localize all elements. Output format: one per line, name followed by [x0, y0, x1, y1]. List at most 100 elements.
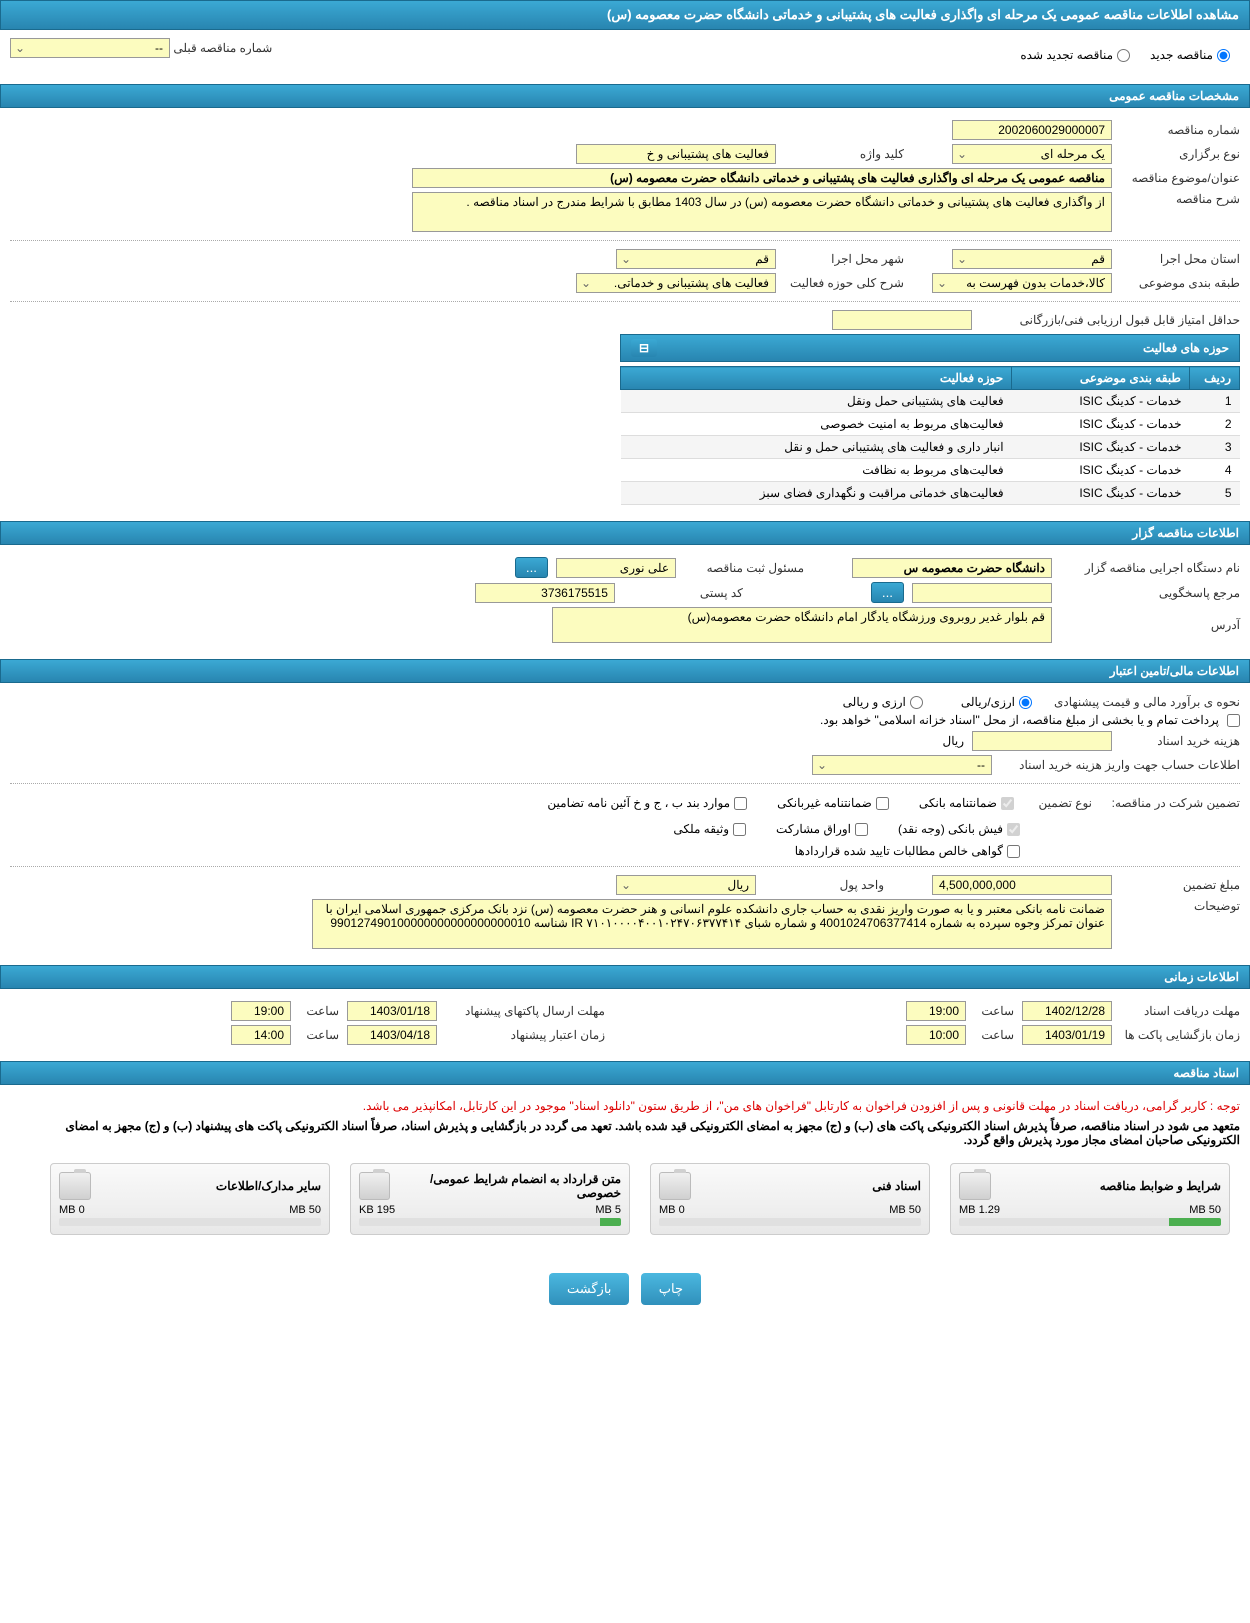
time-label-1: ساعت [974, 1004, 1014, 1018]
address-label: آدرس [1060, 618, 1240, 632]
open-time-label: زمان بازگشایی پاکت ها [1120, 1028, 1240, 1042]
cb-clauses[interactable] [734, 797, 747, 810]
document-folder[interactable]: شرایط و ضوابط مناقصه 50 MB1.29 MB [950, 1163, 1230, 1235]
section-financial: اطلاعات مالی/تامین اعتبار [0, 659, 1250, 683]
tender-number-label: شماره مناقصه [1120, 123, 1240, 137]
radio-currency[interactable] [910, 696, 923, 709]
cb-nonbank-label: ضمانتنامه غیربانکی [777, 796, 872, 810]
receive-deadline-label: مهلت دریافت اسناد [1120, 1004, 1240, 1018]
receive-date-field: 1402/12/28 [1022, 1001, 1112, 1021]
tender-number-field: 2002060029000007 [952, 120, 1112, 140]
min-score-label: حداقل امتیاز قابل قبول ارزیابی فنی/بازرگ… [980, 313, 1240, 327]
radio-new-tender[interactable] [1217, 49, 1230, 62]
col-scope: حوزه فعالیت [621, 367, 1012, 390]
scope-dropdown[interactable]: فعالیت های پشتیبانی و خدماتی. [576, 273, 776, 293]
agency-label: نام دستگاه اجرایی مناقصه گزار [1060, 561, 1240, 575]
radio-rial[interactable] [1019, 696, 1032, 709]
subject-label: عنوان/موضوع مناقصه [1120, 171, 1240, 185]
validity-date-field: 1403/04/18 [347, 1025, 437, 1045]
section-documents: اسناد مناقصه [0, 1061, 1250, 1085]
validity-label: زمان اعتبار پیشنهاد [445, 1028, 605, 1042]
min-score-field [832, 310, 972, 330]
document-folder[interactable]: متن قرارداد به انضمام شرایط عمومی/خصوصی … [350, 1163, 630, 1235]
send-date-field: 1403/01/18 [347, 1001, 437, 1021]
table-row: 1خدمات - کدینگ ISICفعالیت های پشتیبانی ح… [621, 390, 1240, 413]
cb-payment-note[interactable] [1227, 714, 1240, 727]
back-button[interactable]: بازگشت [549, 1273, 629, 1305]
keyword-field: فعالیت های پشتیبانی و خ [576, 144, 776, 164]
province-label: استان محل اجرا [1120, 252, 1240, 266]
account-label: اطلاعات حساب جهت واریز هزینه خرید اسناد [1000, 758, 1240, 772]
radio-renewed-tender[interactable] [1117, 49, 1130, 62]
postal-field: 3736175515 [475, 583, 615, 603]
section-timing: اطلاعات زمانی [0, 965, 1250, 989]
agency-field: دانشگاه حضرت معصومه س [852, 558, 1052, 578]
radio-rial-label: ارزی/ریالی [961, 695, 1015, 709]
document-folder[interactable]: اسناد فنی 50 MB0 MB [650, 1163, 930, 1235]
cb-bank-guarantee[interactable] [1001, 797, 1014, 810]
province-dropdown[interactable]: قم [952, 249, 1112, 269]
guarantee-amount-field: 4,500,000,000 [932, 875, 1112, 895]
cb-clauses-label: موارد بند ب ، ج و خ آئین نامه تضامین [547, 796, 730, 810]
folder-icon [959, 1172, 991, 1200]
cb-shares[interactable] [855, 823, 868, 836]
col-category: طبقه بندی موضوعی [1012, 367, 1190, 390]
registrar-more-button[interactable]: ... [515, 557, 548, 578]
cb-receipt-label: فیش بانکی (وجه نقد) [898, 822, 1003, 836]
activity-table: ردیف طبقه بندی موضوعی حوزه فعالیت 1خدمات… [620, 366, 1240, 505]
prev-tender-dropdown[interactable]: -- [10, 38, 170, 58]
table-row: 3خدمات - کدینگ ISICانبار داری و فعالیت ه… [621, 436, 1240, 459]
category-label: طبقه بندی موضوعی [1120, 276, 1240, 290]
payment-note: پرداخت تمام و یا بخشی از مبلغ مناقصه، از… [820, 713, 1219, 727]
city-dropdown[interactable]: قم [616, 249, 776, 269]
section-organizer: اطلاعات مناقصه گزار [0, 521, 1250, 545]
activity-table-title: حوزه های فعالیت [1143, 341, 1229, 355]
folder-icon [59, 1172, 91, 1200]
folder-icon [359, 1172, 390, 1200]
responder-more-button[interactable]: ... [871, 582, 904, 603]
receive-time-field: 19:00 [906, 1001, 966, 1021]
print-button[interactable]: چاپ [641, 1273, 701, 1305]
registrar-field: علی نوری [556, 558, 676, 578]
cb-bank-receipt[interactable] [1007, 823, 1020, 836]
cb-bank-guarantee-label: ضمانتنامه بانکی [919, 796, 997, 810]
holding-type-dropdown[interactable]: یک مرحله ای [952, 144, 1112, 164]
table-row: 5خدمات - کدینگ ISICفعالیت‌های خدماتی مرا… [621, 482, 1240, 505]
cb-shares-label: اوراق مشارکت [776, 822, 851, 836]
collapse-icon[interactable]: ⊟ [631, 339, 657, 357]
validity-time-field: 14:00 [231, 1025, 291, 1045]
currency-dropdown[interactable]: ریال [616, 875, 756, 895]
table-row: 2خدمات - کدینگ ISICفعالیت‌های مربوط به ا… [621, 413, 1240, 436]
cb-certificate[interactable] [1007, 845, 1020, 858]
folder-icon [659, 1172, 691, 1200]
time-label-3: ساعت [299, 1004, 339, 1018]
responder-label: مرجع پاسخگویی [1060, 586, 1240, 600]
account-dropdown[interactable]: -- [812, 755, 992, 775]
cb-property[interactable] [733, 823, 746, 836]
radio-new-label: مناقصه جدید [1150, 48, 1213, 62]
address-field: قم بلوار غدیر روبروی ورزشگاه یادگار امام… [552, 607, 1052, 643]
estimate-label: نحوه ی برآورد مالی و قیمت پیشنهادی [1040, 695, 1240, 709]
city-label: شهر محل اجرا [784, 252, 904, 266]
postal-label: کد پستی [623, 586, 743, 600]
holding-type-label: نوع برگزاری [1120, 147, 1240, 161]
open-date-field: 1403/01/19 [1022, 1025, 1112, 1045]
guarantee-amount-label: مبلغ تضمین [1120, 878, 1240, 892]
scope-label: شرح کلی حوزه فعالیت [784, 276, 904, 290]
tender-type-radio-group: مناقصه جدید مناقصه تجدید شده [645, 38, 1240, 72]
subject-field: مناقصه عمومی یک مرحله ای واگذاری فعالیت … [412, 168, 1112, 188]
send-time-field: 19:00 [231, 1001, 291, 1021]
category-dropdown[interactable]: کالا،خدمات بدون فهرست به [932, 273, 1112, 293]
currency-label: واحد پول [764, 878, 884, 892]
open-time-field: 10:00 [906, 1025, 966, 1045]
doc-cost-label: هزینه خرید اسناد [1120, 734, 1240, 748]
notes-label: توضیحات [1120, 899, 1240, 913]
description-field: از واگذاری فعالیت های پشتیبانی و خدماتی … [412, 192, 1112, 232]
documents-warning: توجه : کاربر گرامی، دریافت اسناد در مهلت… [10, 1099, 1240, 1113]
notes-field: ضمانت نامه بانکی معتبر و یا به صورت واری… [312, 899, 1112, 949]
cb-nonbank-guarantee[interactable] [876, 797, 889, 810]
document-folder[interactable]: سایر مدارک/اطلاعات 50 MB0 MB [50, 1163, 330, 1235]
cb-property-label: وثیقه ملکی [673, 822, 729, 836]
section-general: مشخصات مناقصه عمومی [0, 84, 1250, 108]
radio-currency-label: ارزی و ریالی [843, 695, 906, 709]
